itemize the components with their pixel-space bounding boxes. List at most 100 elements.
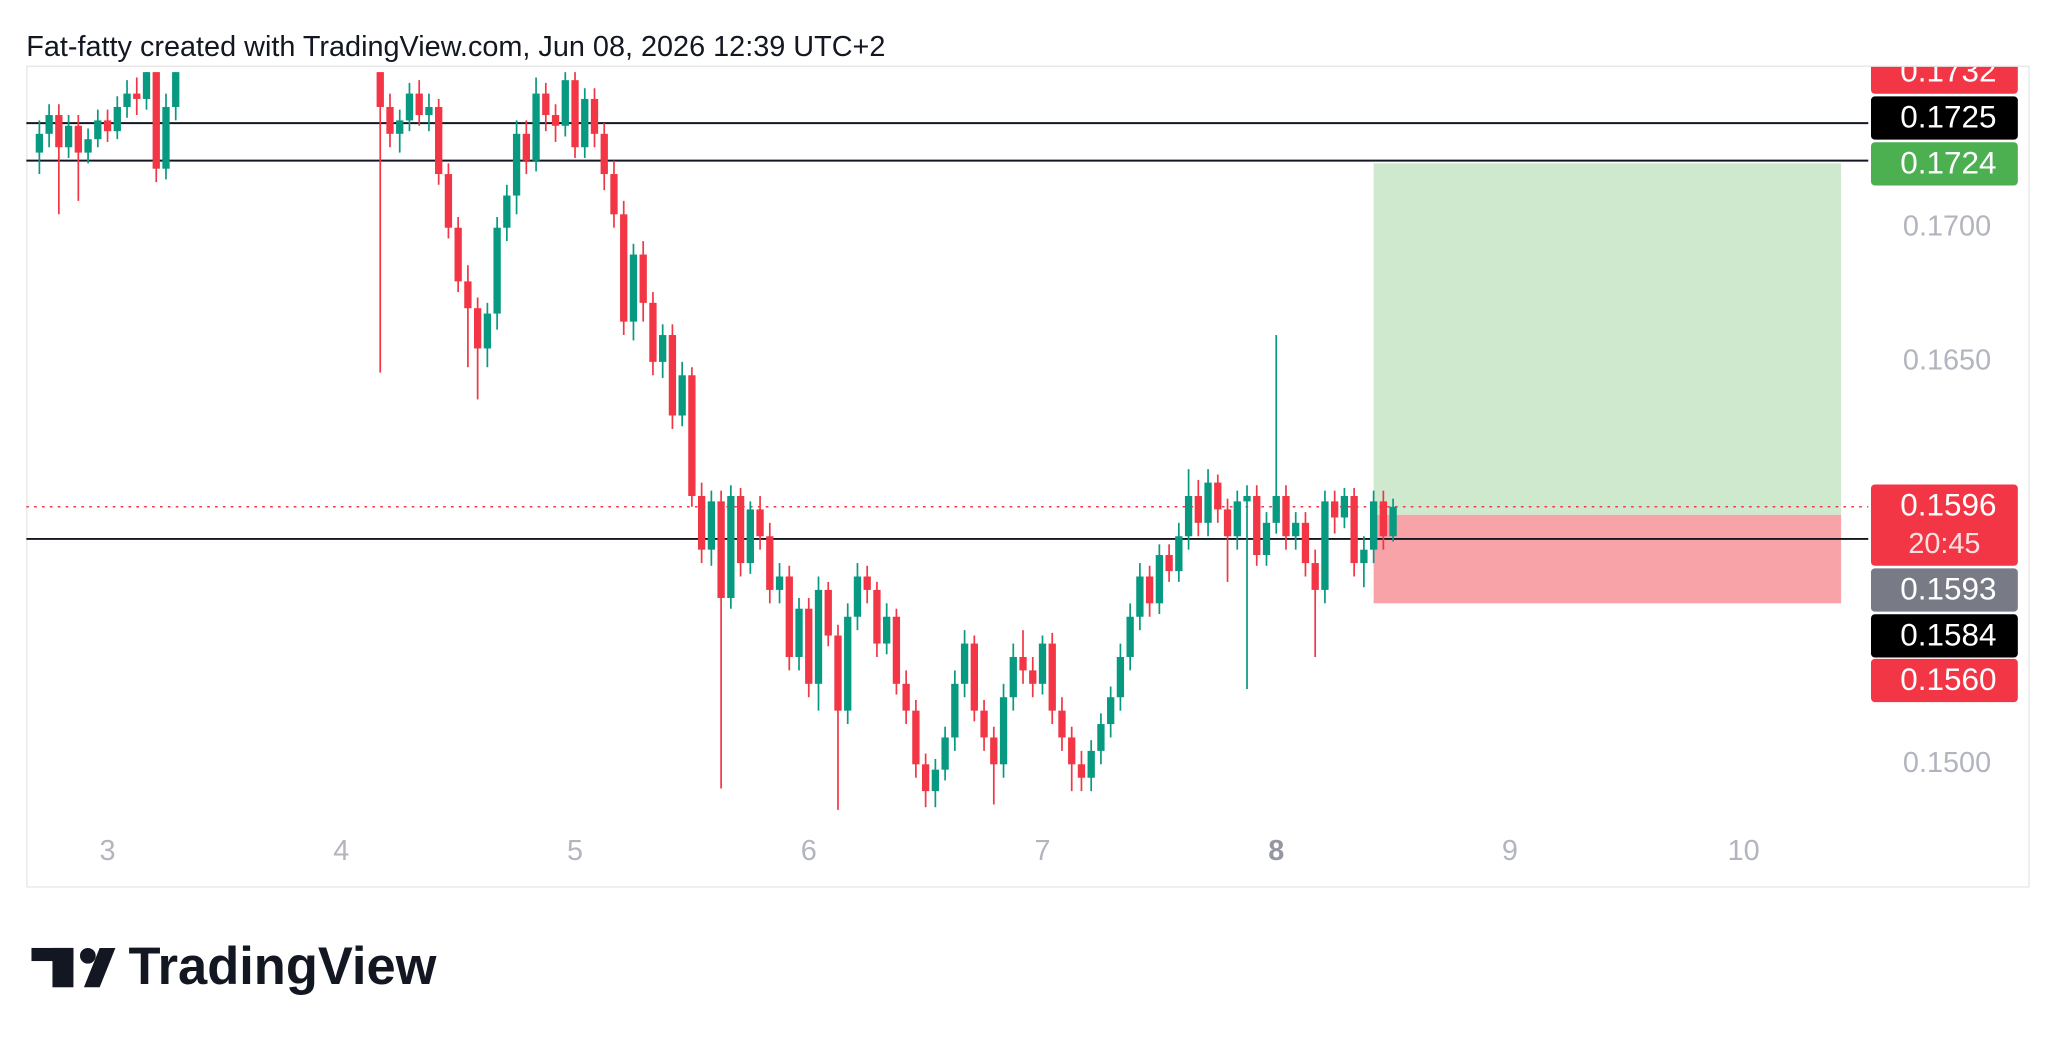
candle-body [483,313,492,349]
candle-body [844,616,852,711]
candle-body [396,120,404,134]
y-tick-label: 0.1700 [1903,210,1991,242]
candle-body [1058,710,1066,738]
candle-body [1301,522,1310,564]
candle-body [1165,555,1173,572]
candle-body [1184,496,1193,537]
candle-body [1379,501,1388,537]
candle-body [853,576,862,617]
candle-body [1340,496,1349,518]
candle-body [94,120,102,140]
candle-body [1068,737,1076,765]
candle-body [1145,576,1154,604]
candle-body [707,501,716,550]
candle-body [1272,496,1280,523]
candle-body [639,254,647,303]
candle-body [561,80,569,126]
candle-body [941,737,949,770]
candle-body [746,509,754,564]
candle-body [172,72,180,107]
price-label: 0.1724 [1900,146,1996,181]
candle-body [1253,496,1261,556]
x-tick-label: 6 [801,835,817,867]
candle-body [1350,496,1358,564]
candle-body [912,710,920,765]
candle-body [1369,501,1378,550]
price-label: 0.1732 [1900,54,1996,89]
candle-body [688,375,696,497]
candle-body [795,608,803,657]
candle-body [386,106,394,134]
header: Fat-fatty created with TradingView.com, … [26,31,885,63]
candle-body [1077,764,1086,778]
candle-body [1321,501,1329,590]
x-tick-label: 5 [567,835,583,867]
candle-body [1243,496,1251,502]
candle-body [1009,656,1017,698]
candle-body [1389,506,1397,537]
candle-body [211,0,218,18]
candle-body [814,589,823,684]
candle-body [1038,643,1047,684]
candle-body [425,106,433,116]
candle-body [542,93,550,116]
x-tick-label: 3 [100,835,116,867]
price-label: 0.1593 [1900,572,1996,607]
price-label-box [1870,484,2018,566]
candle-body [201,8,208,19]
candle-body [1331,501,1339,518]
candle-body [152,72,160,169]
candle-body [192,8,199,27]
candle-body [493,227,501,314]
candle-body [1019,656,1027,671]
candle-body [990,737,998,765]
candle-body [45,115,53,134]
price-label-box [1870,568,2018,612]
candle-body [347,0,354,18]
candle-body [328,0,335,8]
candle-body [1107,697,1115,725]
candle-body [775,576,784,590]
candle-body [503,195,511,228]
candle-body [133,93,141,99]
x-tick-label: 9 [1502,835,1518,867]
candle-body [162,106,170,169]
candle-body [1204,482,1212,523]
candle-body [834,635,842,711]
candle-body [629,254,638,322]
candle-body [610,174,618,215]
candle-body [1223,509,1232,537]
brand: TradingView [129,938,437,996]
candle-body [902,683,910,711]
candle-body [951,683,959,738]
candle-body [444,174,453,228]
candle-body [1194,496,1202,523]
candle-body [824,589,832,636]
candle-body [931,769,940,792]
candle-body [454,227,462,282]
candle-body [892,616,901,684]
candle-body [74,125,82,153]
price-label-box [1870,96,2018,140]
candle-body [736,496,745,564]
candle-body [1175,536,1183,572]
candle-body [522,133,530,161]
x-tick-label: 7 [1034,835,1050,867]
candle-body [1233,501,1241,537]
candle-body [415,93,423,116]
candle-body [84,139,92,153]
price-label: 0.1596 [1900,488,1996,523]
candle-body [1029,670,1037,684]
candle-body [785,576,793,657]
profit-zone [1373,163,1842,515]
candle-body [571,80,579,148]
candle-body [1214,482,1222,510]
candle-body [590,98,599,134]
candle-body [1126,616,1134,657]
candle-body [1136,576,1144,617]
candle-body [1282,496,1290,537]
candle-body [980,710,988,738]
candle-body [35,133,44,153]
candle-body [668,335,677,416]
candle-body [727,496,735,598]
